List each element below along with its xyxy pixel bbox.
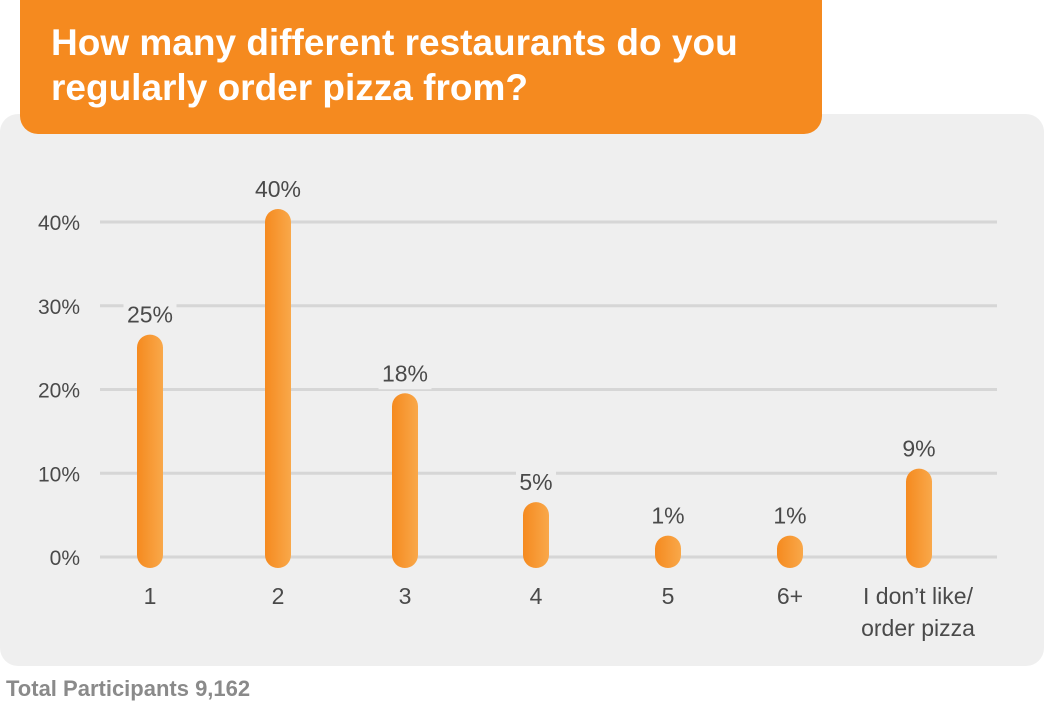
value-label: 25% xyxy=(127,302,173,328)
y-tick-label: 30% xyxy=(38,296,80,319)
bar xyxy=(523,502,549,568)
bar xyxy=(777,535,803,568)
y-tick-label: 0% xyxy=(50,547,80,570)
bar xyxy=(137,334,163,568)
value-label-backdrop xyxy=(123,298,177,331)
bar xyxy=(265,209,291,568)
y-tick-label: 10% xyxy=(38,463,80,486)
bar xyxy=(392,393,418,568)
value-label-backdrop xyxy=(648,499,688,532)
x-tick-label: 3 xyxy=(399,583,412,609)
x-tick-label: I don’t like/ xyxy=(863,583,974,609)
x-tick-label: 6+ xyxy=(777,583,803,609)
x-tick-label: 2 xyxy=(272,583,285,609)
value-label: 40% xyxy=(255,176,301,202)
value-label-backdrop xyxy=(251,173,305,205)
value-label: 1% xyxy=(773,503,806,529)
chart-title: How many different restaurants do you re… xyxy=(51,22,738,108)
value-labels: 25% 40% 18% 5% 1% 1% 9% xyxy=(123,173,939,532)
value-label: 9% xyxy=(902,436,935,462)
x-axis: 1 2 3 4 5 6+ I don’t like/order pizza xyxy=(144,583,975,641)
bar xyxy=(655,535,681,568)
x-tick-label: order pizza xyxy=(861,615,975,641)
value-label: 5% xyxy=(519,469,552,495)
total-participants: Total Participants 9,162 xyxy=(6,676,251,701)
y-axis: 0% 10% 20% 30% 40% xyxy=(38,212,80,570)
value-label-backdrop xyxy=(770,499,810,532)
y-tick-label: 40% xyxy=(38,212,80,235)
grid-lines xyxy=(100,220,997,559)
bars xyxy=(137,209,932,568)
value-label: 1% xyxy=(651,503,684,529)
value-label-backdrop xyxy=(516,466,556,499)
value-label-backdrop xyxy=(378,357,432,390)
x-tick-label: 4 xyxy=(530,583,543,609)
x-tick-label: 1 xyxy=(144,583,157,609)
value-label-backdrop xyxy=(899,432,939,465)
value-label: 18% xyxy=(382,360,428,386)
bar xyxy=(906,468,932,568)
title-banner: How many different restaurants do you re… xyxy=(20,0,822,134)
x-tick-label: 5 xyxy=(662,583,675,609)
y-tick-label: 20% xyxy=(38,380,80,403)
